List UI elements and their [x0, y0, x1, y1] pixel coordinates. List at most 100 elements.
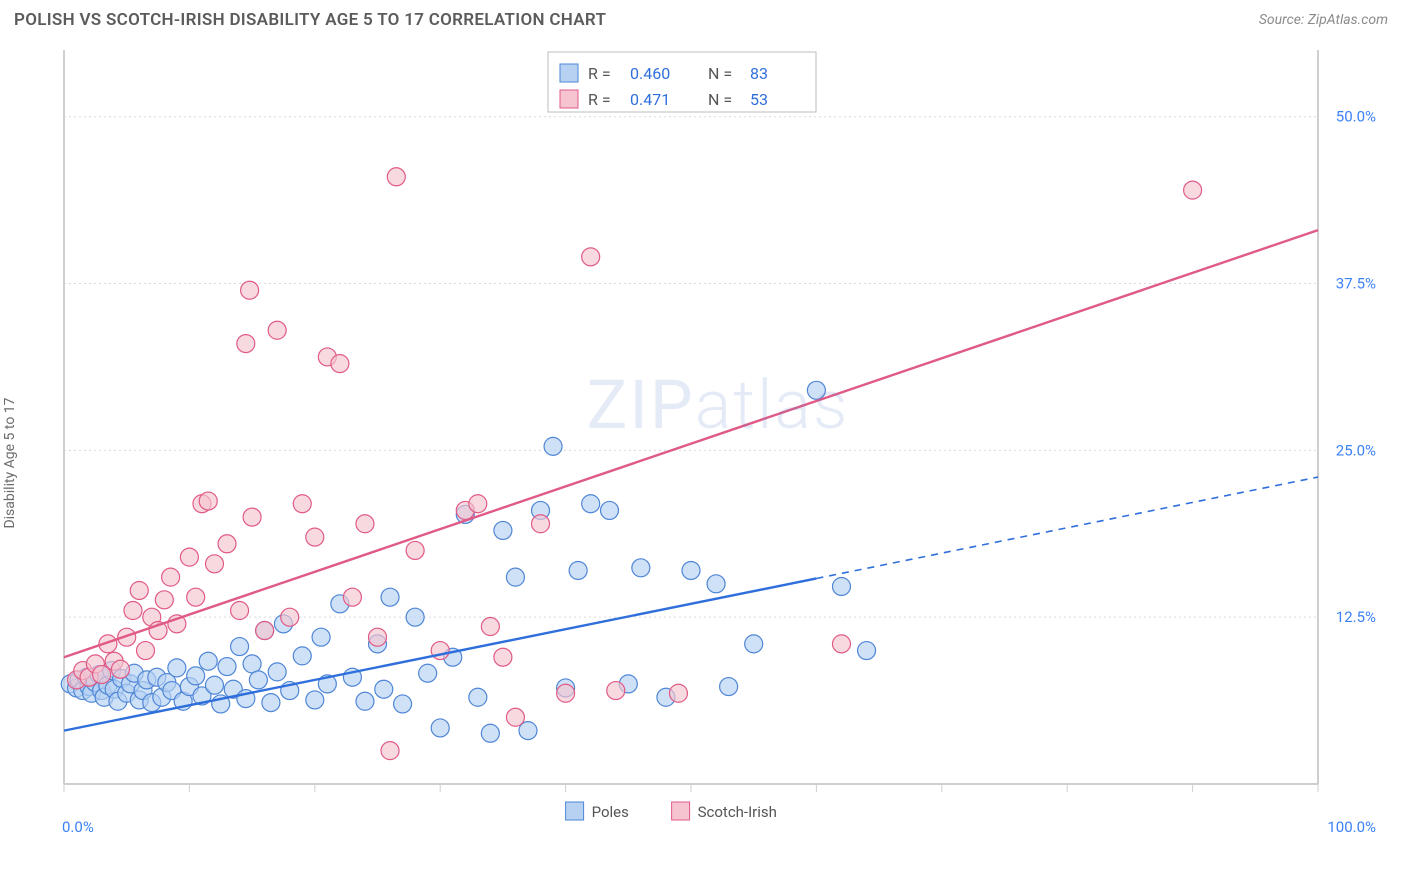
- corr-r-label: R =: [588, 90, 611, 109]
- data-point: [394, 695, 412, 713]
- data-point: [1184, 181, 1202, 199]
- data-point: [281, 608, 299, 626]
- data-point: [111, 660, 129, 678]
- corr-n-label: N =: [708, 64, 732, 83]
- data-point: [720, 678, 738, 696]
- legend-label: Poles: [592, 803, 629, 821]
- svg-text:0.0%: 0.0%: [62, 818, 94, 836]
- svg-text:25.0%: 25.0%: [1336, 441, 1376, 459]
- data-point: [306, 691, 324, 709]
- data-point: [187, 667, 205, 685]
- data-point: [218, 658, 236, 676]
- data-point: [231, 638, 249, 656]
- data-point: [249, 671, 267, 689]
- data-point: [155, 591, 173, 609]
- data-point: [506, 568, 524, 586]
- data-point: [130, 581, 148, 599]
- data-point: [243, 655, 261, 673]
- chart-title: POLISH VS SCOTCH-IRISH DISABILITY AGE 5 …: [14, 10, 606, 30]
- data-point: [356, 692, 374, 710]
- data-point: [241, 281, 259, 299]
- data-point: [343, 588, 361, 606]
- data-point: [682, 561, 700, 579]
- data-point: [544, 437, 562, 455]
- data-point: [231, 602, 249, 620]
- data-point: [582, 248, 600, 266]
- corr-swatch: [560, 90, 578, 108]
- data-point: [481, 618, 499, 636]
- data-point: [262, 694, 280, 712]
- data-point: [243, 508, 261, 526]
- data-point: [494, 648, 512, 666]
- data-point: [481, 724, 499, 742]
- data-point: [293, 495, 311, 513]
- data-point: [469, 495, 487, 513]
- data-point: [600, 501, 618, 519]
- svg-text:100.0%: 100.0%: [1327, 818, 1376, 836]
- data-point: [306, 528, 324, 546]
- chart-container: Disability Age 5 to 17 ZIPatlas 12.5%25.…: [14, 40, 1388, 870]
- svg-text:12.5%: 12.5%: [1336, 608, 1376, 626]
- data-point: [469, 688, 487, 706]
- data-point: [582, 495, 600, 513]
- regression-line-extrapolated: [816, 477, 1318, 578]
- data-point: [569, 561, 587, 579]
- data-point: [381, 588, 399, 606]
- data-point: [632, 559, 650, 577]
- source-attribution: Source: ZipAtlas.com: [1259, 12, 1388, 28]
- data-point: [707, 575, 725, 593]
- corr-r-value: 0.471: [630, 90, 670, 109]
- data-point: [369, 628, 387, 646]
- svg-text:50.0%: 50.0%: [1336, 108, 1376, 126]
- scatter-chart: 12.5% 25.0% 37.5% 50.0% 0.0% 100.0% R = 0.460 N …: [48, 40, 1382, 870]
- data-point: [124, 602, 142, 620]
- data-point: [387, 168, 405, 186]
- data-point: [607, 682, 625, 700]
- corr-n-value: 83: [750, 64, 768, 83]
- legend-swatch: [672, 802, 690, 820]
- data-point: [419, 664, 437, 682]
- data-point: [268, 663, 286, 681]
- regression-line: [64, 578, 816, 730]
- data-point: [532, 515, 550, 533]
- data-point: [506, 708, 524, 726]
- data-point: [832, 577, 850, 595]
- data-point: [218, 535, 236, 553]
- data-point: [375, 680, 393, 698]
- corr-swatch: [560, 64, 578, 82]
- data-point: [187, 588, 205, 606]
- data-point: [406, 608, 424, 626]
- data-point: [406, 541, 424, 559]
- data-point: [205, 676, 223, 694]
- data-point: [669, 684, 687, 702]
- data-point: [199, 652, 217, 670]
- data-point: [858, 642, 876, 660]
- data-point: [268, 321, 286, 339]
- corr-n-label: N =: [708, 90, 732, 109]
- header: POLISH VS SCOTCH-IRISH DISABILITY AGE 5 …: [0, 0, 1406, 36]
- data-point: [199, 492, 217, 510]
- corr-r-label: R =: [588, 64, 611, 83]
- legend-label: Scotch-Irish: [698, 803, 777, 821]
- data-point: [168, 659, 186, 677]
- data-point: [256, 622, 274, 640]
- data-point: [162, 568, 180, 586]
- legend-swatch: [566, 802, 584, 820]
- data-point: [356, 515, 374, 533]
- data-point: [494, 521, 512, 539]
- data-point: [807, 381, 825, 399]
- corr-n-value: 53: [750, 90, 768, 109]
- svg-text:37.5%: 37.5%: [1336, 275, 1376, 293]
- data-point: [312, 628, 330, 646]
- data-point: [381, 742, 399, 760]
- data-point: [557, 684, 575, 702]
- data-point: [431, 719, 449, 737]
- data-point: [205, 555, 223, 573]
- data-point: [237, 335, 255, 353]
- data-point: [180, 548, 198, 566]
- data-point: [832, 635, 850, 653]
- data-point: [745, 635, 763, 653]
- data-point: [331, 355, 349, 373]
- corr-r-value: 0.460: [630, 64, 670, 83]
- plot-area: ZIPatlas 12.5%25.0%37.5%50.0%0.0%100.0%R…: [48, 40, 1388, 870]
